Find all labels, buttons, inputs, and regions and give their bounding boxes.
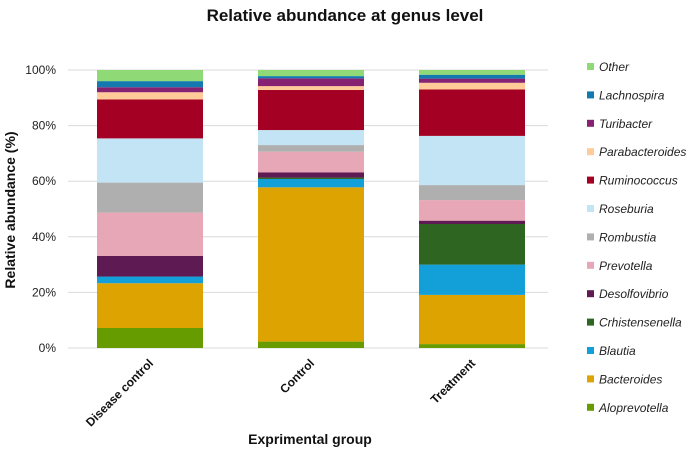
legend-swatch — [587, 403, 594, 411]
legend-swatch — [587, 91, 594, 99]
y-tick-labels: 0% 20% 40% 60% 80% 100% — [25, 63, 56, 355]
bar-segment-other — [258, 70, 364, 77]
bar-segment-aloprevotella — [97, 327, 203, 348]
bar-segment-lachnospira — [97, 81, 203, 88]
y-tick-label: 100% — [25, 63, 56, 77]
y-tick-label: 80% — [32, 119, 56, 133]
legend-item: Bacteroides — [587, 372, 662, 386]
x-tick-label: Control — [277, 356, 317, 396]
bar-segment-desolfovibrio — [258, 172, 364, 178]
bar-segment-crhistensenella — [419, 224, 525, 265]
legend-item: Turibacter — [587, 117, 653, 131]
bar-segment-crhistensenella — [258, 177, 364, 179]
bar-segment-bacteroides — [258, 187, 364, 342]
legend-item: Parabacteroides — [587, 145, 686, 159]
bar-segment-aloprevotella — [419, 344, 525, 348]
bar-segment-ruminococcus — [258, 90, 364, 131]
bar-segment-prevotella — [97, 212, 203, 256]
legend-swatch — [587, 119, 594, 127]
bar-segment-other — [97, 70, 203, 82]
y-tick-label: 60% — [32, 174, 56, 188]
y-tick-label: 20% — [32, 285, 56, 299]
y-axis-title: Relative abundance (%) — [2, 131, 18, 288]
bar-stack-treatment — [419, 70, 525, 348]
x-tick-label: Disease control — [83, 356, 156, 429]
legend-label: Roseburia — [599, 202, 654, 216]
legend-swatch — [587, 233, 594, 241]
bar-segment-lachnospira — [419, 74, 525, 79]
bar-segment-bacteroides — [419, 294, 525, 345]
bar-segment-parabacteroides — [258, 86, 364, 91]
bar-segment-ruminococcus — [97, 99, 203, 139]
legend-item: Lachnospira — [587, 88, 665, 102]
bar-segment-bacteroides — [97, 283, 203, 328]
bar-segment-aloprevotella — [258, 341, 364, 348]
legend-swatch — [587, 290, 594, 298]
legend-label: Rombustia — [599, 230, 657, 244]
legend-swatch — [587, 63, 594, 70]
legend-label: Parabacteroides — [599, 145, 686, 159]
bar-segment-blautia — [258, 178, 364, 188]
legend-item: Prevotella — [587, 259, 653, 273]
legend-label: Prevotella — [599, 259, 653, 273]
bar-segment-desolfovibrio — [97, 255, 203, 277]
bar-stack-disease-control — [97, 70, 203, 348]
legend-swatch — [587, 176, 594, 184]
legend-label: Turibacter — [599, 117, 653, 131]
bar-segment-desolfovibrio — [419, 220, 525, 225]
bar-segment-prevotella — [419, 200, 525, 221]
chart-title: Relative abundance at genus level — [207, 6, 484, 25]
bar-segment-other — [419, 70, 525, 75]
legend-item: Crhistensenella — [587, 316, 682, 330]
legend-label: Blautia — [599, 344, 636, 358]
legend-label: Ruminococcus — [599, 174, 678, 188]
bar-segment-roseburia — [97, 138, 203, 183]
bar-segment-roseburia — [419, 135, 525, 186]
x-axis-title: Exprimental group — [248, 431, 372, 447]
legend-swatch — [587, 148, 594, 156]
x-tick-label: Treatment — [428, 356, 478, 406]
legend-swatch — [587, 205, 594, 212]
legend-item: Desolfovibrio — [587, 287, 669, 301]
legend: Other Lachnospira Turibacter Parabacteroide… — [587, 60, 686, 415]
bar-segment-prevotella — [258, 151, 364, 173]
y-tick-label: 40% — [32, 230, 56, 244]
bars — [97, 70, 525, 348]
legend-swatch — [587, 375, 594, 383]
bar-segment-parabacteroides — [97, 92, 203, 100]
bar-segment-lachnospira — [258, 76, 364, 79]
legend-label: Crhistensenella — [599, 316, 682, 330]
bar-segment-rombustia — [419, 185, 525, 201]
legend-swatch — [587, 347, 594, 354]
bar-segment-ruminococcus — [419, 89, 525, 136]
bar-segment-turibacter — [419, 78, 525, 83]
y-tick-label: 0% — [39, 341, 57, 355]
bar-segment-rombustia — [258, 145, 364, 152]
legend-label: Aloprevotella — [598, 401, 669, 415]
bar-segment-turibacter — [97, 87, 203, 93]
bar-segment-parabacteroides — [419, 82, 525, 90]
legend-swatch — [587, 261, 594, 269]
legend-item: Other — [587, 60, 630, 74]
legend-label: Desolfovibrio — [599, 287, 669, 301]
legend-swatch — [587, 318, 594, 326]
x-tick-labels: Disease control Control Treatment — [83, 356, 478, 429]
legend-label: Bacteroides — [599, 372, 662, 386]
bar-segment-blautia — [419, 264, 525, 295]
bar-segment-turibacter — [258, 78, 364, 87]
legend-item: Blautia — [587, 344, 636, 358]
bar-segment-blautia — [97, 276, 203, 284]
legend-label: Lachnospira — [599, 88, 665, 102]
legend-label: Other — [599, 60, 630, 74]
bar-segment-rombustia — [97, 182, 203, 213]
bar-segment-roseburia — [258, 130, 364, 146]
legend-item: Aloprevotella — [587, 401, 669, 415]
legend-item: Rombustia — [587, 230, 657, 244]
legend-item: Ruminococcus — [587, 174, 678, 188]
legend-item: Roseburia — [587, 202, 654, 216]
bar-stack-control — [258, 70, 364, 348]
